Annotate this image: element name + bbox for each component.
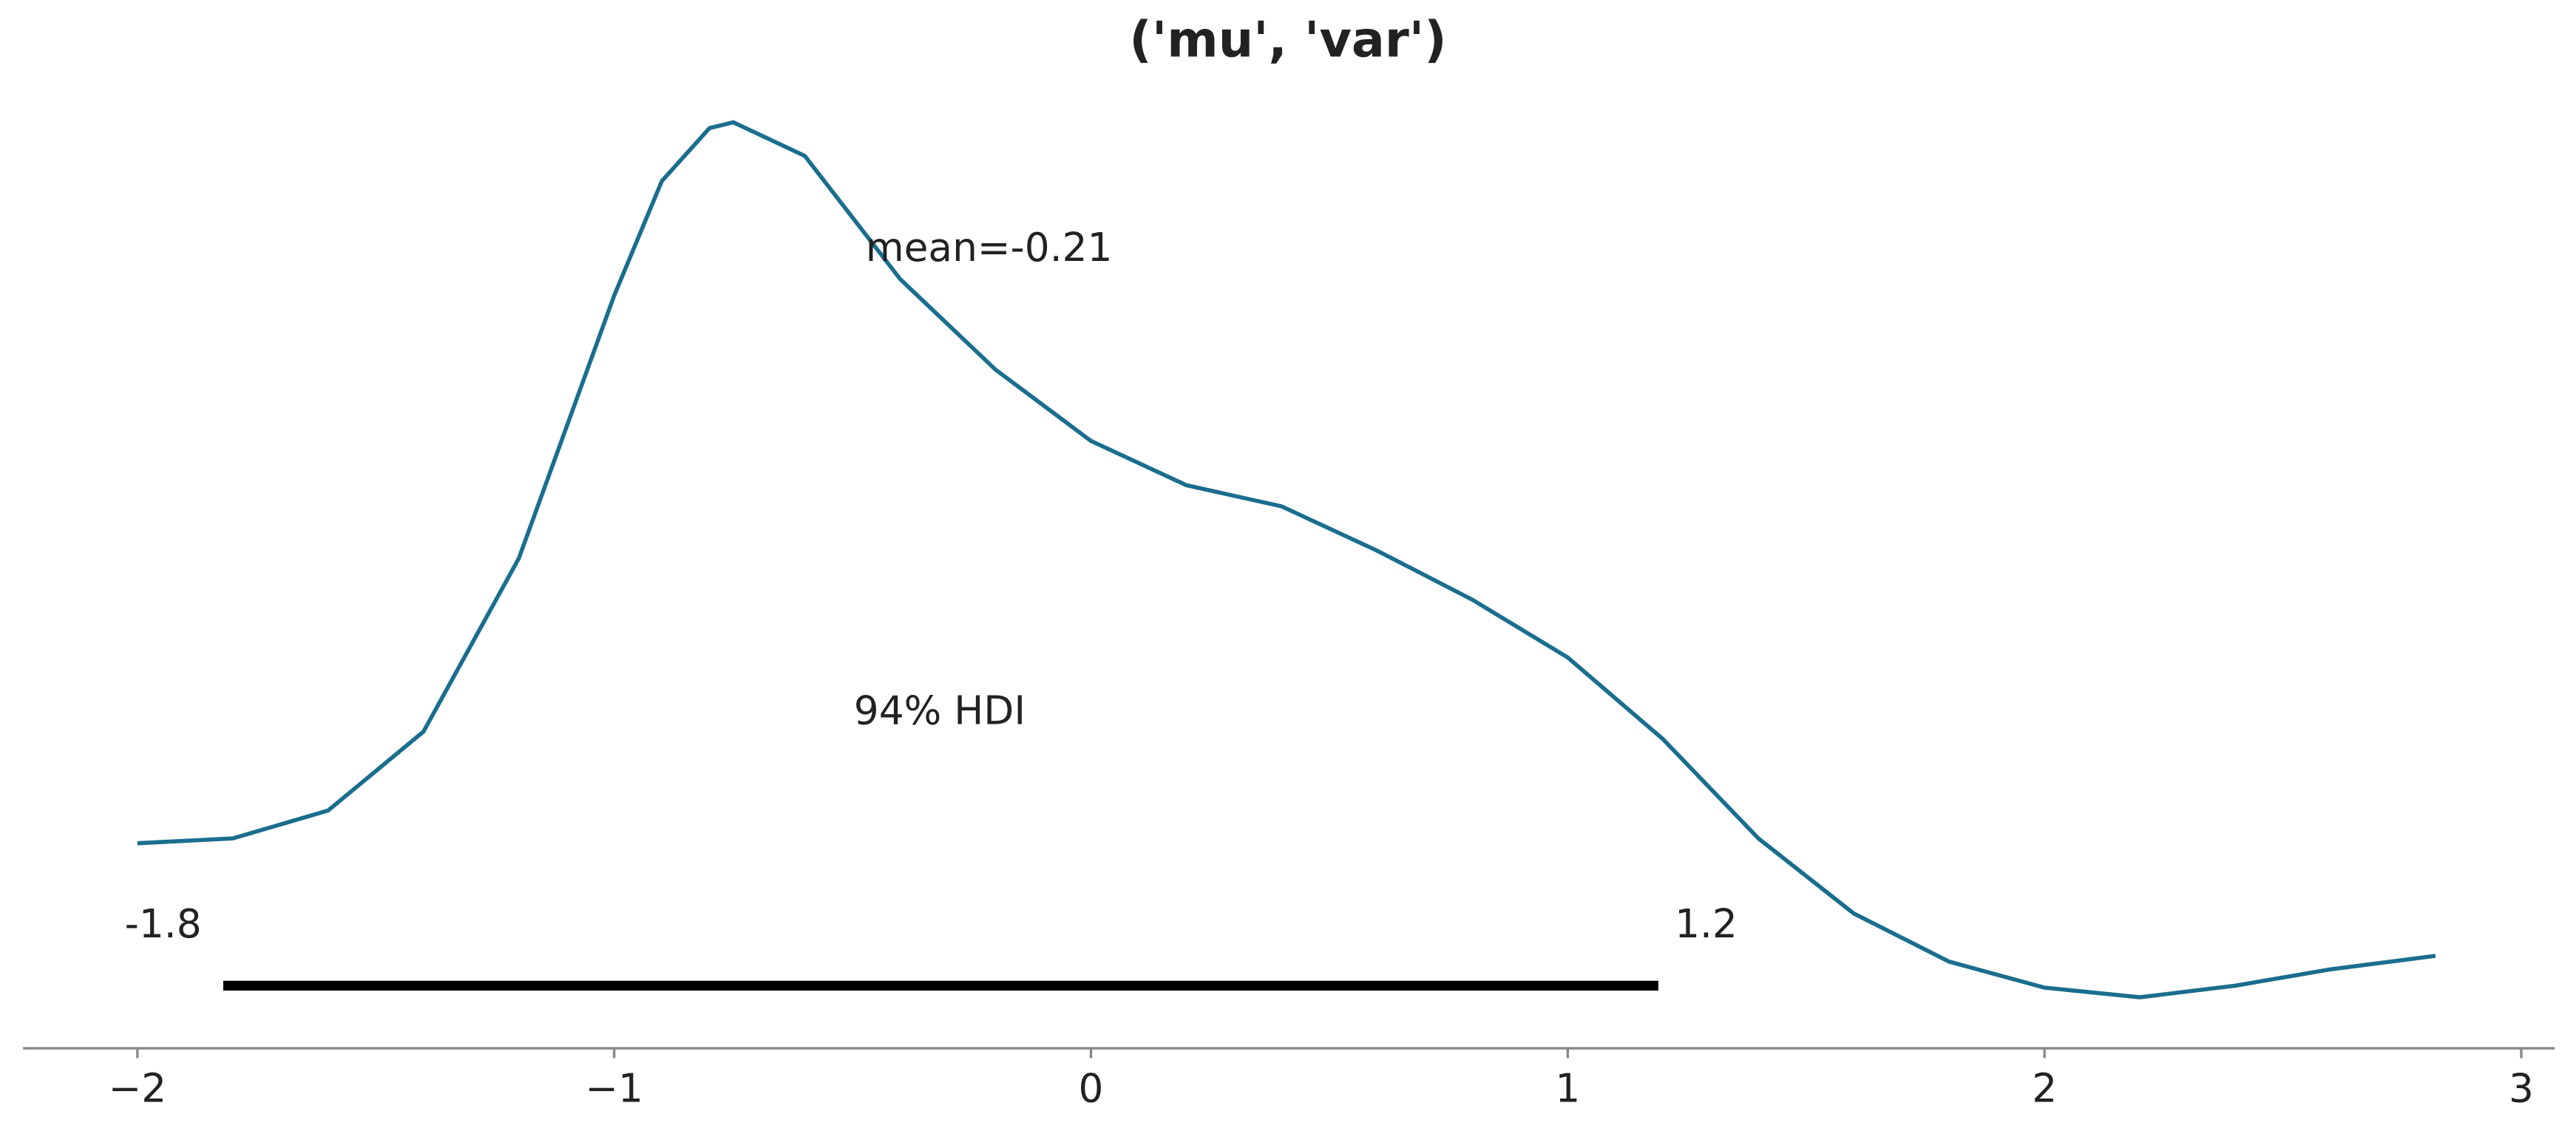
density-line (137, 120, 2436, 999)
hdi-label: 94% HDI (854, 687, 1026, 733)
hdi-value-label: -1.8 (125, 901, 202, 947)
chart-title: ('mu', 'var') (1129, 10, 1446, 68)
x-tick-label: 0 (1079, 1065, 1104, 1111)
x-tick-label: 3 (2509, 1065, 2534, 1111)
x-tick-label: 1 (1555, 1065, 1580, 1111)
x-tick-label: −2 (109, 1065, 167, 1111)
x-tick-label: −1 (585, 1065, 643, 1111)
hdi-value-label: 1.2 (1675, 901, 1738, 947)
mean-label: mean=-0.21 (866, 225, 1113, 271)
x-tick-label: 2 (2032, 1065, 2057, 1111)
